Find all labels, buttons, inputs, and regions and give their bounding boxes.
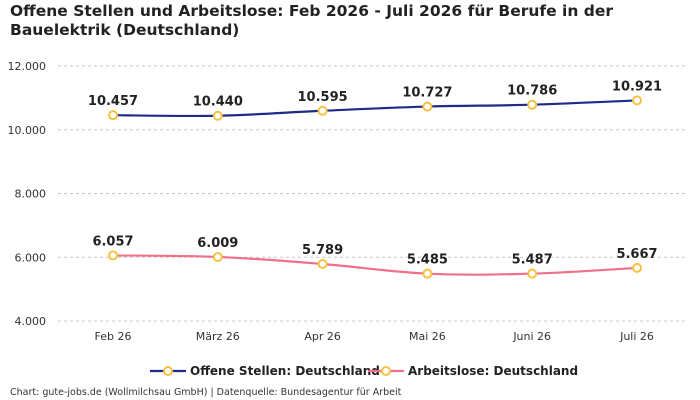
data-point	[108, 110, 118, 121]
data-label: 6.009	[197, 236, 238, 251]
legend-label: Offene Stellen: Deutschland	[190, 364, 380, 378]
x-tick-label: Juni 26	[512, 330, 551, 343]
x-tick-label: Apr 26	[304, 330, 341, 343]
legend-label: Arbeitslose: Deutschland	[408, 364, 578, 378]
x-tick-label: März 26	[196, 330, 240, 343]
data-label: 10.595	[298, 90, 348, 105]
data-point	[212, 110, 223, 121]
chart-footer: Chart: gute-jobs.de (Wollmilchsau GmbH) …	[10, 387, 402, 398]
x-tick-label: Feb 26	[95, 330, 132, 343]
data-point	[527, 268, 538, 279]
data-point	[317, 105, 328, 116]
legend-item: Arbeitslose: Deutschland	[368, 364, 578, 378]
data-point	[632, 262, 642, 273]
chart-title: Offene Stellen und Arbeitslose: Feb 2026…	[10, 2, 614, 39]
data-point	[422, 101, 433, 112]
data-point	[317, 258, 328, 269]
data-point	[108, 250, 118, 261]
legend-marker	[381, 366, 391, 376]
data-label: 10.921	[612, 79, 662, 94]
data-label: 5.487	[512, 253, 553, 268]
data-point	[632, 95, 642, 106]
y-tick-label: 4.000	[15, 315, 47, 328]
data-label: 5.667	[616, 247, 657, 262]
legend-item: Offene Stellen: Deutschland	[150, 364, 380, 378]
y-tick-label: 8.000	[15, 188, 47, 201]
data-point	[527, 99, 538, 110]
data-label: 10.727	[402, 86, 452, 101]
data-point	[212, 251, 223, 262]
y-tick-label: 12.000	[8, 60, 47, 73]
series-line-arbeitslose	[112, 254, 638, 276]
data-label: 5.789	[302, 243, 343, 258]
x-tick-label: Juli 26	[619, 330, 654, 343]
data-label: 6.057	[92, 234, 133, 249]
series-line-offene-stellen	[112, 99, 638, 118]
data-label: 10.440	[193, 95, 243, 110]
y-tick-label: 6.000	[15, 251, 47, 264]
y-tick-label: 10.000	[8, 124, 47, 137]
data-label: 5.485	[407, 253, 448, 268]
data-label: 10.457	[88, 94, 138, 109]
data-label: 10.786	[507, 84, 557, 99]
data-point	[422, 268, 433, 279]
legend-marker	[163, 366, 173, 376]
x-tick-label: Mai 26	[409, 330, 446, 343]
